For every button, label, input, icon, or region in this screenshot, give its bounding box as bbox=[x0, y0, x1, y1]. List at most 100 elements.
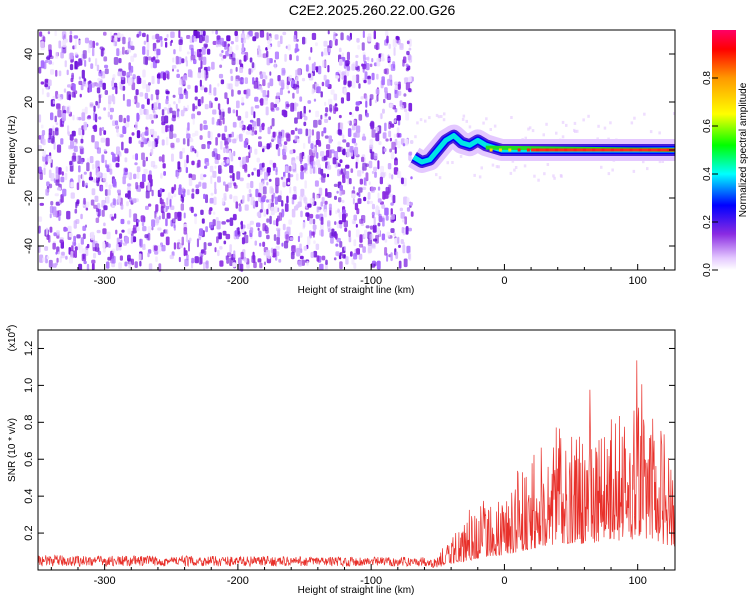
noise-cell bbox=[108, 95, 112, 105]
noise-cell bbox=[178, 39, 183, 45]
noise-cell bbox=[296, 87, 299, 94]
noise-cell bbox=[262, 90, 267, 98]
noise-cell bbox=[45, 188, 49, 196]
colorbar-label: Normalized spectral amplitude bbox=[738, 82, 749, 217]
noise-cell bbox=[141, 220, 145, 227]
noise-cell bbox=[307, 236, 311, 245]
noise-cell bbox=[229, 257, 233, 266]
noise-cell bbox=[158, 36, 163, 41]
noise-cell bbox=[223, 240, 227, 245]
noise-cell bbox=[180, 203, 184, 211]
noise-cell bbox=[80, 159, 84, 165]
noise-cell bbox=[107, 111, 110, 118]
noise-cell bbox=[73, 145, 78, 153]
noise-cell bbox=[299, 255, 304, 260]
noise-cell bbox=[247, 145, 251, 150]
noise-cell bbox=[151, 75, 155, 85]
faint-cell bbox=[416, 121, 419, 125]
noise-cell bbox=[156, 73, 161, 79]
noise-cell bbox=[333, 105, 337, 114]
noise-cell bbox=[219, 64, 223, 68]
noise-cell bbox=[325, 259, 328, 265]
noise-cell bbox=[100, 185, 103, 192]
noise-cell bbox=[356, 208, 360, 215]
noise-cell bbox=[382, 217, 385, 227]
noise-cell bbox=[324, 113, 328, 117]
noise-cell bbox=[136, 219, 140, 223]
noise-cell bbox=[128, 37, 131, 43]
noise-cell bbox=[198, 256, 202, 265]
noise-cell bbox=[165, 98, 168, 103]
faint-cell bbox=[491, 163, 495, 167]
noise-cell bbox=[398, 260, 402, 269]
noise-cell bbox=[38, 66, 42, 74]
noise-cell bbox=[201, 96, 204, 104]
noise-cell bbox=[333, 257, 337, 261]
noise-cell bbox=[313, 250, 318, 258]
x-tick-label: 0 bbox=[501, 575, 507, 587]
noise-cell bbox=[351, 112, 354, 118]
noise-cell bbox=[256, 169, 261, 177]
y-tick-label: 0.6 bbox=[23, 452, 35, 467]
y-tick-label: 1.2 bbox=[23, 341, 35, 356]
noise-cell bbox=[142, 226, 147, 232]
noise-cell bbox=[257, 258, 262, 263]
noise-cell bbox=[201, 69, 206, 79]
noise-cell bbox=[179, 151, 183, 160]
noise-cell bbox=[84, 106, 88, 115]
noise-cell bbox=[270, 102, 274, 111]
noise-cell bbox=[140, 141, 144, 148]
noise-cell bbox=[311, 88, 315, 95]
noise-cell bbox=[323, 155, 328, 161]
noise-cell bbox=[136, 112, 140, 122]
noise-cell bbox=[348, 236, 352, 243]
noise-cell bbox=[173, 193, 177, 198]
noise-cell bbox=[209, 221, 214, 229]
noise-cell bbox=[384, 87, 388, 93]
noise-cell bbox=[408, 253, 411, 260]
noise-cell bbox=[133, 224, 137, 234]
noise-cell bbox=[259, 242, 262, 247]
noise-cell bbox=[105, 181, 108, 188]
noise-cell bbox=[232, 172, 235, 182]
noise-cell bbox=[157, 135, 160, 140]
noise-cell bbox=[281, 242, 284, 247]
noise-cell bbox=[323, 74, 327, 81]
noise-cell bbox=[152, 107, 155, 113]
noise-cell bbox=[148, 203, 152, 207]
snr-scale-exponent: 4 bbox=[6, 328, 13, 332]
noise-cell bbox=[172, 57, 175, 63]
noise-cell bbox=[356, 38, 360, 43]
snr-scale-close: ) bbox=[7, 325, 18, 328]
noise-cell bbox=[45, 227, 49, 237]
noise-cell bbox=[185, 167, 188, 174]
noise-cell bbox=[390, 63, 396, 71]
noise-cell bbox=[54, 115, 57, 123]
noise-cell bbox=[203, 174, 207, 178]
noise-cell bbox=[266, 199, 269, 203]
noise-cell bbox=[96, 64, 100, 72]
noise-cell bbox=[327, 228, 331, 233]
signal-core-cell bbox=[601, 148, 605, 152]
noise-cell bbox=[406, 40, 410, 45]
noise-cell bbox=[40, 41, 45, 51]
noise-cell bbox=[317, 163, 321, 168]
noise-cell bbox=[312, 166, 316, 174]
noise-cell bbox=[376, 94, 379, 102]
noise-cell bbox=[392, 39, 397, 48]
noise-cell bbox=[121, 141, 124, 151]
noise-cell bbox=[124, 168, 128, 172]
faint-cell bbox=[642, 160, 645, 164]
noise-cell bbox=[212, 40, 217, 45]
noise-cell bbox=[52, 100, 55, 105]
noise-cell bbox=[358, 114, 363, 121]
noise-cell bbox=[78, 165, 81, 173]
noise-cell bbox=[177, 212, 182, 221]
noise-cell bbox=[388, 121, 392, 125]
noise-cell bbox=[139, 181, 145, 189]
noise-cell bbox=[71, 155, 76, 162]
noise-cell bbox=[147, 182, 151, 191]
noise-cell bbox=[199, 48, 202, 53]
noise-cell bbox=[245, 34, 250, 40]
